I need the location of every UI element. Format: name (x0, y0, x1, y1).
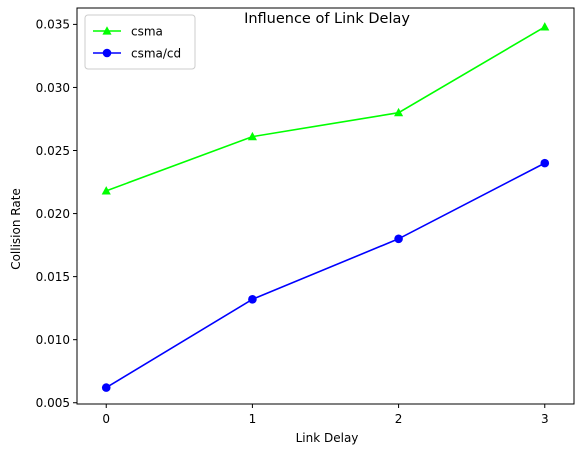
data-point-csma (247, 131, 257, 141)
legend-box (84, 14, 196, 70)
data-point-csma/cd (540, 158, 550, 168)
y-tick-label: 0.035 (36, 18, 70, 32)
data-point-csma (394, 107, 404, 117)
y-tick-label: 0.015 (36, 270, 70, 284)
x-tick-label: 0 (102, 412, 110, 426)
x-tick-label: 3 (541, 412, 549, 426)
y-axis-label: Collision Rate (9, 188, 23, 270)
x-tick-label: 1 (249, 412, 257, 426)
legend-swatch-marker (102, 48, 112, 58)
y-tick-label: 0.020 (36, 207, 70, 221)
plot-area: 0 1 2 3 0.005 0.010 0.015 0.020 0.025 0.030 0.035 (36, 18, 550, 426)
series-line-csma/cd (105, 162, 546, 389)
legend: csma csma/cd (84, 14, 196, 70)
y-tick-label: 0.010 (36, 333, 70, 347)
legend-label: csma/cd (131, 46, 181, 60)
data-point-csma (540, 22, 550, 31)
chart-title: Influence of Link Delay (244, 11, 410, 27)
data-point-csma/cd (101, 383, 111, 392)
y-tick-label: 0.030 (36, 81, 70, 95)
data-point-csma (101, 186, 111, 195)
data-point-csma/cd (248, 295, 257, 304)
legend-swatch-marker (102, 26, 112, 35)
y-tick-label: 0.005 (36, 396, 70, 410)
series-line-csma (105, 26, 546, 192)
plot-frame (76, 7, 575, 405)
data-point-csma/cd (394, 234, 403, 244)
y-tick-label: 0.025 (36, 144, 70, 158)
legend-label: csma (131, 24, 163, 38)
x-axis-label: Link Delay (296, 431, 359, 445)
x-tick-label: 2 (395, 412, 403, 426)
